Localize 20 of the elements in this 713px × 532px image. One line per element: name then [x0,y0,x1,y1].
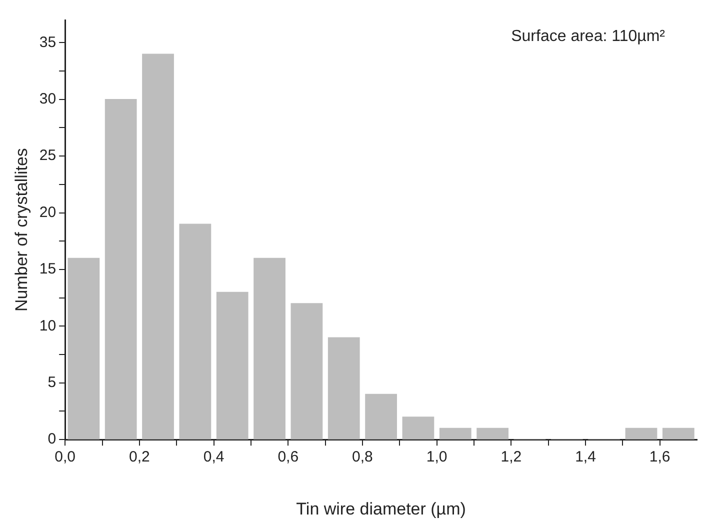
x-tick-label: 1,0 [426,448,448,466]
x-axis-title: Tin wire diameter (µm) [296,499,466,518]
x-tick-label: 0,4 [203,448,224,466]
y-tick-label: 10 [39,317,56,334]
x-tick-label: 1,6 [649,448,670,466]
y-tick-label: 5 [48,374,56,392]
x-tick-label: 0,8 [352,448,373,466]
y-tick-label: 35 [39,34,56,51]
y-tick-label: 30 [39,90,56,108]
x-tick-label: 0,0 [54,448,76,466]
x-tick-label: 0,6 [278,448,299,466]
annotation: Surface area: 110µm² [511,28,665,46]
x-tick-label: 0,2 [129,448,150,466]
y-tick-label: 25 [39,147,56,164]
x-tick-label: 1,4 [575,448,596,466]
y-tick-label: 0 [48,430,56,448]
y-axis-title: Number of crystallites [12,148,31,312]
y-tick-label: 20 [39,204,56,221]
x-tick-label: 1,2 [500,448,522,466]
y-tick-label: 15 [39,260,56,278]
